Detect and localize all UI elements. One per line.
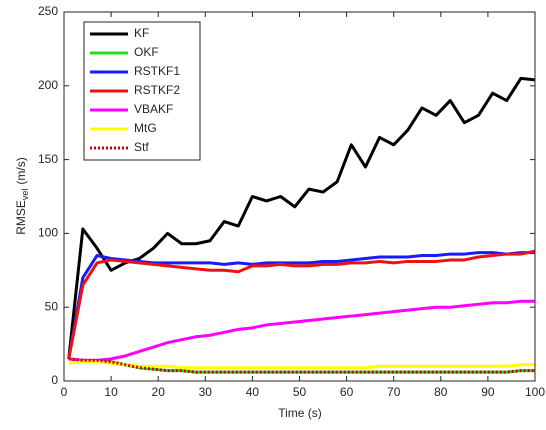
y-label-unit: (m/s) bbox=[14, 157, 28, 184]
x-tick-label: 50 bbox=[293, 385, 307, 399]
x-tick-label: 10 bbox=[104, 385, 118, 399]
legend-label: KF bbox=[134, 26, 149, 40]
y-tick-label: 50 bbox=[45, 299, 59, 313]
legend-label: RSTKF1 bbox=[134, 64, 180, 78]
legend-label: RSTKF2 bbox=[134, 83, 180, 97]
axes-box bbox=[63, 11, 536, 382]
data-line bbox=[68, 299, 535, 362]
x-tick-label: 40 bbox=[246, 385, 260, 399]
y-tick-label: 0 bbox=[51, 373, 58, 387]
y-label-sub: vel bbox=[20, 189, 30, 201]
x-tick-label: 90 bbox=[481, 385, 495, 399]
data-line bbox=[67, 76, 536, 360]
y-axis-label: RMSEvel (m/s) bbox=[14, 157, 30, 235]
y-label-main: RMSE bbox=[14, 200, 28, 235]
data-line bbox=[68, 357, 535, 374]
legend-label: OKF bbox=[134, 45, 159, 59]
x-axis-label: Time (s) bbox=[278, 406, 322, 420]
x-tick-label: 70 bbox=[387, 385, 401, 399]
x-tick-label: 100 bbox=[525, 385, 545, 399]
x-tick-label: 20 bbox=[152, 385, 166, 399]
data-line bbox=[68, 360, 535, 370]
x-tick-label: 80 bbox=[434, 385, 448, 399]
legend-label: Stf bbox=[134, 140, 149, 154]
legend-label: MtG bbox=[134, 121, 157, 135]
legend-label: VBAKF bbox=[134, 102, 173, 116]
x-tick-label: 30 bbox=[199, 385, 213, 399]
y-tick-label: 150 bbox=[38, 152, 58, 166]
y-tick-label: 250 bbox=[38, 4, 58, 18]
data-line bbox=[67, 249, 536, 360]
y-tick-label: 100 bbox=[38, 226, 58, 240]
y-tick-label: 200 bbox=[38, 78, 58, 92]
x-tick-label: 0 bbox=[61, 385, 68, 399]
x-tick-label: 60 bbox=[340, 385, 354, 399]
